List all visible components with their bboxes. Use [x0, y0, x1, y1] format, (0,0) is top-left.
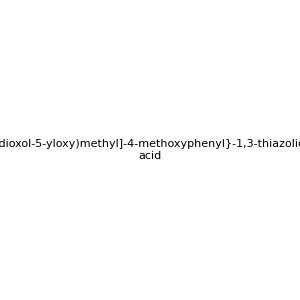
Text: 2-{3-[(1,3-Benzodioxol-5-yloxy)methyl]-4-methoxyphenyl}-1,3-thiazolidine-4-carbo: 2-{3-[(1,3-Benzodioxol-5-yloxy)methyl]-4…: [0, 139, 300, 161]
